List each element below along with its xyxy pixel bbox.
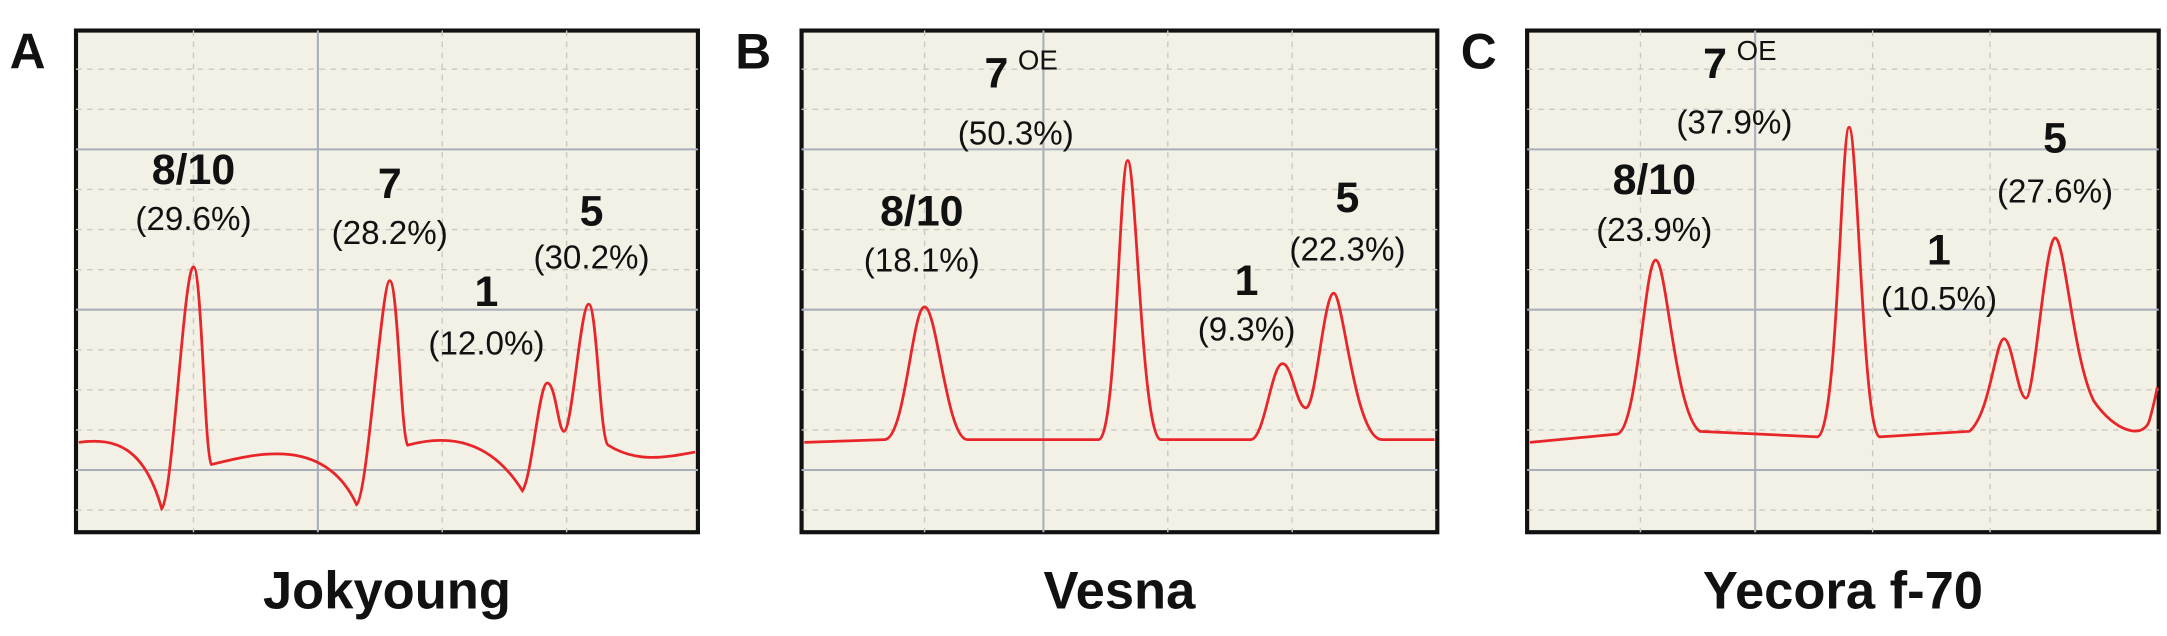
peak-percent: (28.2%) (332, 215, 448, 252)
sample-name: Jokyoung (263, 561, 511, 620)
sample-name: Vesna (1044, 561, 1197, 620)
peak-label: 7 (378, 160, 402, 208)
peak-percent: (9.3%) (1198, 312, 1296, 349)
peak-percent: (10.5%) (1881, 281, 1997, 318)
peak-percent: (29.6%) (135, 201, 251, 238)
peak-percent: (12.0%) (428, 325, 544, 362)
trace (78, 265, 696, 512)
peak-label: 1 (475, 268, 499, 316)
peak-label: 7 (1703, 40, 1727, 88)
peak-label: 5 (580, 188, 604, 236)
panel-letter: A (10, 24, 46, 80)
peak-label: 8/10 (1613, 156, 1696, 204)
peak-label: 8/10 (152, 146, 235, 194)
peak-superscript: OE (1737, 35, 1777, 66)
peak-label: 5 (2043, 114, 2067, 162)
peak-percent: (18.1%) (864, 242, 980, 279)
peak-label: 1 (1235, 257, 1259, 305)
panel-frame (1525, 28, 2161, 535)
panel-letter: B (735, 24, 771, 80)
peak-label: 7 (985, 49, 1009, 97)
panel-letter: C (1461, 24, 1497, 80)
peak-percent: (23.9%) (1596, 212, 1712, 249)
sample-name: Yecora f-70 (1703, 561, 1983, 620)
peak-percent: (22.3%) (1289, 231, 1405, 268)
peak-percent: (27.6%) (1997, 173, 2113, 210)
peak-label: 5 (1336, 174, 1360, 222)
peak-percent: (50.3%) (958, 115, 1074, 152)
peak-label: 8/10 (880, 188, 963, 236)
peak-superscript: OE (1018, 45, 1058, 76)
peak-label: 1 (1927, 226, 1951, 274)
trace (1529, 125, 2159, 444)
trace (804, 159, 1435, 444)
panel-frame (799, 28, 1440, 535)
panel-frame (73, 28, 700, 535)
peak-percent: (37.9%) (1676, 104, 1792, 141)
peak-percent: (30.2%) (533, 240, 649, 277)
